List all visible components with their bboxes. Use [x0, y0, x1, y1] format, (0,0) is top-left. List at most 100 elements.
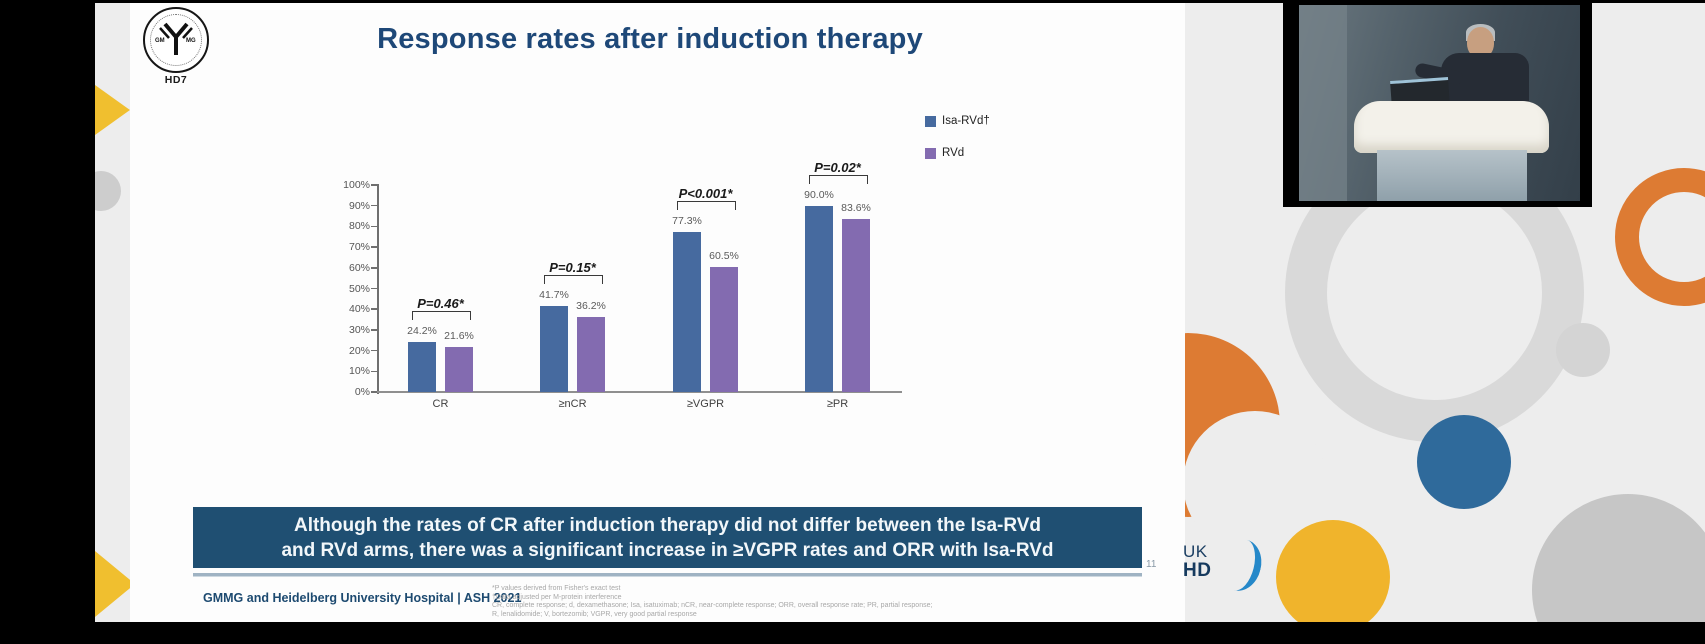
- bar-RVd: [445, 347, 473, 392]
- chart-legend: Isa-RVd† RVd: [925, 115, 990, 179]
- category-label: ≥PR: [826, 398, 849, 410]
- p-value-label: P=0.02*: [814, 159, 861, 175]
- bar-Isa-RVd†: [673, 232, 701, 392]
- conclusion-banner: Although the rates of CR after induction…: [193, 507, 1142, 568]
- bar-chart: 0% 10% 20% 30% 40% 50% 60% 70% 80% 90% 100% 24.2% 21…: [330, 105, 1030, 440]
- y-tick-label: 30%: [348, 323, 370, 336]
- svg-text:MG: MG: [186, 38, 196, 44]
- speaker-head: [1467, 27, 1494, 58]
- y-tick-mark: [371, 246, 377, 248]
- bar-value-label: 24.2%: [407, 324, 437, 337]
- bar-RVd: [710, 266, 738, 392]
- significance-bracket: [544, 274, 603, 284]
- y-tick-label: 80%: [348, 220, 370, 233]
- bar-group: 77.3% 60.5% P<0.001*: [672, 185, 739, 392]
- bar-group: 24.2% 21.6% P=0.46*: [407, 185, 474, 392]
- significance-bracket: [412, 310, 471, 320]
- ukhd-logo-uk: UK: [1183, 542, 1208, 561]
- y-tick-mark: [371, 370, 377, 373]
- p-value-label: P=0.46*: [417, 295, 464, 311]
- yellow-triangle-deco-bottom: [95, 551, 135, 617]
- y-tick-label: 40%: [348, 303, 370, 316]
- y-tick-mark: [371, 349, 377, 352]
- footnote-line: †Data adjusted per M-protein interferenc…: [492, 593, 622, 601]
- legend-item: Isa-RVd†: [925, 115, 990, 127]
- slide-footer: GMMG and Heidelberg University Hospital …: [203, 591, 522, 605]
- gray-halfcircle-deco: [95, 171, 121, 211]
- yellow-circle-deco: [1276, 520, 1390, 622]
- logo-sub-label: HD7: [164, 74, 188, 86]
- speaker-video[interactable]: [1283, 0, 1592, 207]
- y-tick-label: 100%: [343, 179, 370, 191]
- bar-value-label: 90.0%: [804, 188, 834, 201]
- antibody-icon: GM MG: [155, 22, 196, 55]
- yellow-triangle-deco-top: [95, 85, 130, 135]
- bar-value-label: 83.6%: [841, 201, 871, 214]
- ukhd-logo-hd: HD: [1183, 560, 1212, 581]
- bar-value-label: 77.3%: [672, 215, 702, 227]
- y-tick-mark: [371, 329, 377, 331]
- x-axis: CR ≥nCR ≥VGPR ≥PR: [378, 398, 918, 414]
- y-tick-mark: [371, 308, 377, 310]
- bar-value-label: 36.2%: [576, 300, 606, 313]
- y-tick-label: 70%: [348, 241, 370, 254]
- significance-bracket: [809, 174, 868, 184]
- y-axis-line: [377, 184, 379, 394]
- legend-swatch: [925, 147, 936, 159]
- y-tick-mark: [371, 267, 377, 269]
- bar-value-label: 21.6%: [444, 330, 474, 343]
- footnote-line: CR, complete response; d, dexamethasone;…: [492, 602, 933, 609]
- bar-Isa-RVd†: [408, 341, 436, 392]
- y-tick-mark: [371, 204, 377, 207]
- banner-line-2: and RVd arms, there was a significant in…: [281, 539, 1054, 561]
- bar-value-label: 41.7%: [539, 288, 569, 301]
- plot-area: 0% 10% 20% 30% 40% 50% 60% 70% 80% 90% 100% 24.2% 21…: [343, 160, 918, 398]
- y-tick-label: 20%: [348, 344, 370, 357]
- y-tick-label: 10%: [348, 365, 370, 378]
- p-value-label: P=0.15*: [549, 259, 596, 275]
- x-axis-line: [374, 391, 902, 393]
- divider-line: [193, 573, 1142, 577]
- y-tick-label: 60%: [348, 261, 370, 274]
- bar-group: 41.7% 36.2% P=0.15*: [539, 185, 606, 392]
- page-number: 11: [1146, 559, 1157, 570]
- podium: [1354, 101, 1549, 153]
- slide: GM MG HD7 Response rates after induction…: [130, 3, 1185, 622]
- footnotes: *P values derived from Fisher's exact te…: [492, 585, 1152, 619]
- category-label: CR: [432, 398, 449, 410]
- podium-base: [1377, 150, 1527, 201]
- legend-swatch: [925, 115, 936, 127]
- banner-line-1: Although the rates of CR after induction…: [293, 514, 1042, 536]
- bar-group: 90.0% 83.6% P=0.02*: [804, 160, 871, 392]
- slide-title: Response rates after induction therapy: [377, 23, 923, 55]
- y-tick-mark: [371, 287, 377, 290]
- y-tick-mark: [371, 225, 377, 228]
- bar-RVd: [577, 317, 605, 392]
- speaker-video-content: [1299, 5, 1580, 201]
- y-tick-mark: [371, 391, 377, 393]
- y-tick-label: 90%: [348, 199, 370, 212]
- bar-RVd: [842, 218, 870, 392]
- ukhd-logo: UK HD: [1183, 534, 1267, 596]
- category-label: ≥VGPR: [686, 398, 725, 410]
- footnote-line: *P values derived from Fisher's exact te…: [492, 585, 621, 592]
- bar-Isa-RVd†: [540, 305, 568, 392]
- p-value-label: P<0.001*: [678, 186, 733, 201]
- bar-Isa-RVd†: [805, 205, 833, 392]
- significance-bracket: [677, 201, 736, 210]
- category-label: ≥nCR: [558, 398, 587, 410]
- orange-ring-deco: [1615, 168, 1705, 306]
- y-tick-mark: [371, 184, 377, 186]
- backdrop-panel: [1299, 5, 1347, 201]
- gray-dot-deco: [1556, 323, 1610, 377]
- gmmg-hd7-logo: GM MG HD7: [138, 7, 214, 86]
- footnote-line: R, lenalidomide; V, bortezomib; VGPR, ve…: [492, 610, 697, 618]
- blue-circle-deco: [1417, 415, 1511, 509]
- legend-label: Isa-RVd†: [942, 115, 990, 127]
- y-tick-label: 0%: [354, 386, 370, 398]
- legend-label: RVd: [942, 147, 965, 159]
- gray-circle-deco: [1532, 494, 1705, 622]
- gmmg-logo-circle: GM MG: [143, 7, 209, 73]
- bar-value-label: 60.5%: [709, 249, 739, 262]
